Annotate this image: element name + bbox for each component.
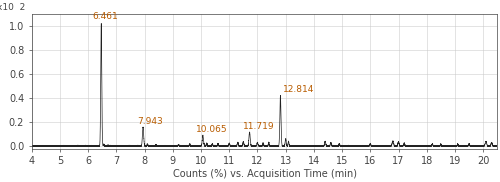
Text: 12.814: 12.814 bbox=[282, 85, 314, 94]
Text: 10.065: 10.065 bbox=[196, 125, 228, 134]
X-axis label: Counts (%) vs. Acquisition Time (min): Counts (%) vs. Acquisition Time (min) bbox=[172, 169, 356, 179]
Text: x10  2: x10 2 bbox=[0, 3, 25, 12]
Text: 6.461: 6.461 bbox=[93, 12, 118, 21]
Text: 7.943: 7.943 bbox=[138, 117, 163, 126]
Text: 11.719: 11.719 bbox=[242, 122, 274, 131]
